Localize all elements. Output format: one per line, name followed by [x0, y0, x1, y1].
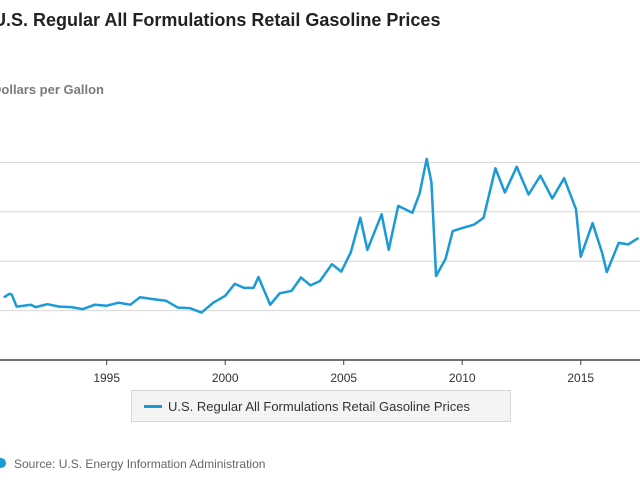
- y-axis-label: Dollars per Gallon: [0, 82, 104, 97]
- legend-swatch: [144, 405, 162, 408]
- chart-title: U.S. Regular All Formulations Retail Gas…: [0, 10, 441, 30]
- source-info-icon: [0, 458, 6, 468]
- x-tick-label-2000: 2000: [212, 371, 239, 385]
- x-tick-label-2015: 2015: [567, 371, 594, 385]
- x-tick-label-2005: 2005: [330, 371, 357, 385]
- series-line-gasoline-price: [3, 157, 639, 314]
- x-tick-label-2010: 2010: [449, 371, 476, 385]
- source-note: Source: U.S. Energy Information Administ…: [14, 457, 266, 471]
- legend[interactable]: U.S. Regular All Formulations Retail Gas…: [131, 390, 511, 422]
- legend-label: U.S. Regular All Formulations Retail Gas…: [168, 399, 471, 414]
- x-tick-label-1995: 1995: [93, 371, 120, 385]
- gridlines: [0, 161, 640, 312]
- x-ticks: 1995 2000 2005 2010 2015: [93, 360, 594, 385]
